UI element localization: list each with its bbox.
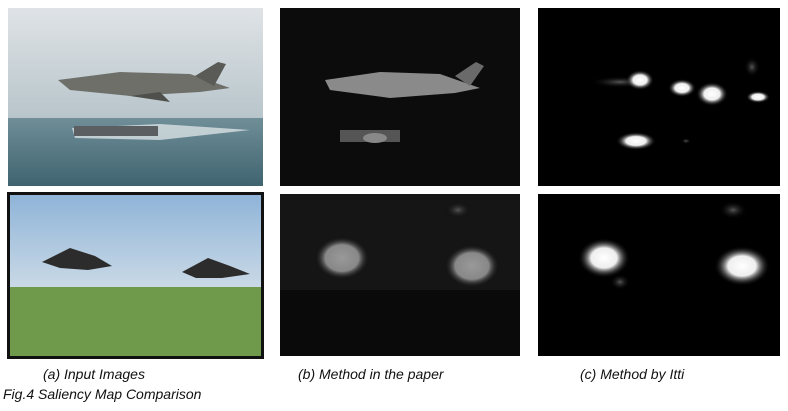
panel-label: (a) Input Images	[43, 366, 145, 382]
saliency-itti-2	[538, 194, 780, 356]
input-image-2	[7, 192, 264, 359]
page: (a) Input Images (b) Method in the paper…	[0, 0, 788, 406]
panel-label: (c) Method by Itti	[580, 366, 685, 382]
panel-label: (b) Method in the paper	[298, 366, 445, 382]
saliency-itti-1	[538, 8, 780, 186]
saliency-paper-1	[280, 8, 520, 186]
figure: (a) Input Images (b) Method in the paper…	[0, 0, 788, 406]
input-image-1	[8, 8, 263, 186]
figure-caption: Fig.4 Saliency Map Comparison	[3, 386, 202, 402]
saliency-paper-2	[280, 194, 520, 356]
